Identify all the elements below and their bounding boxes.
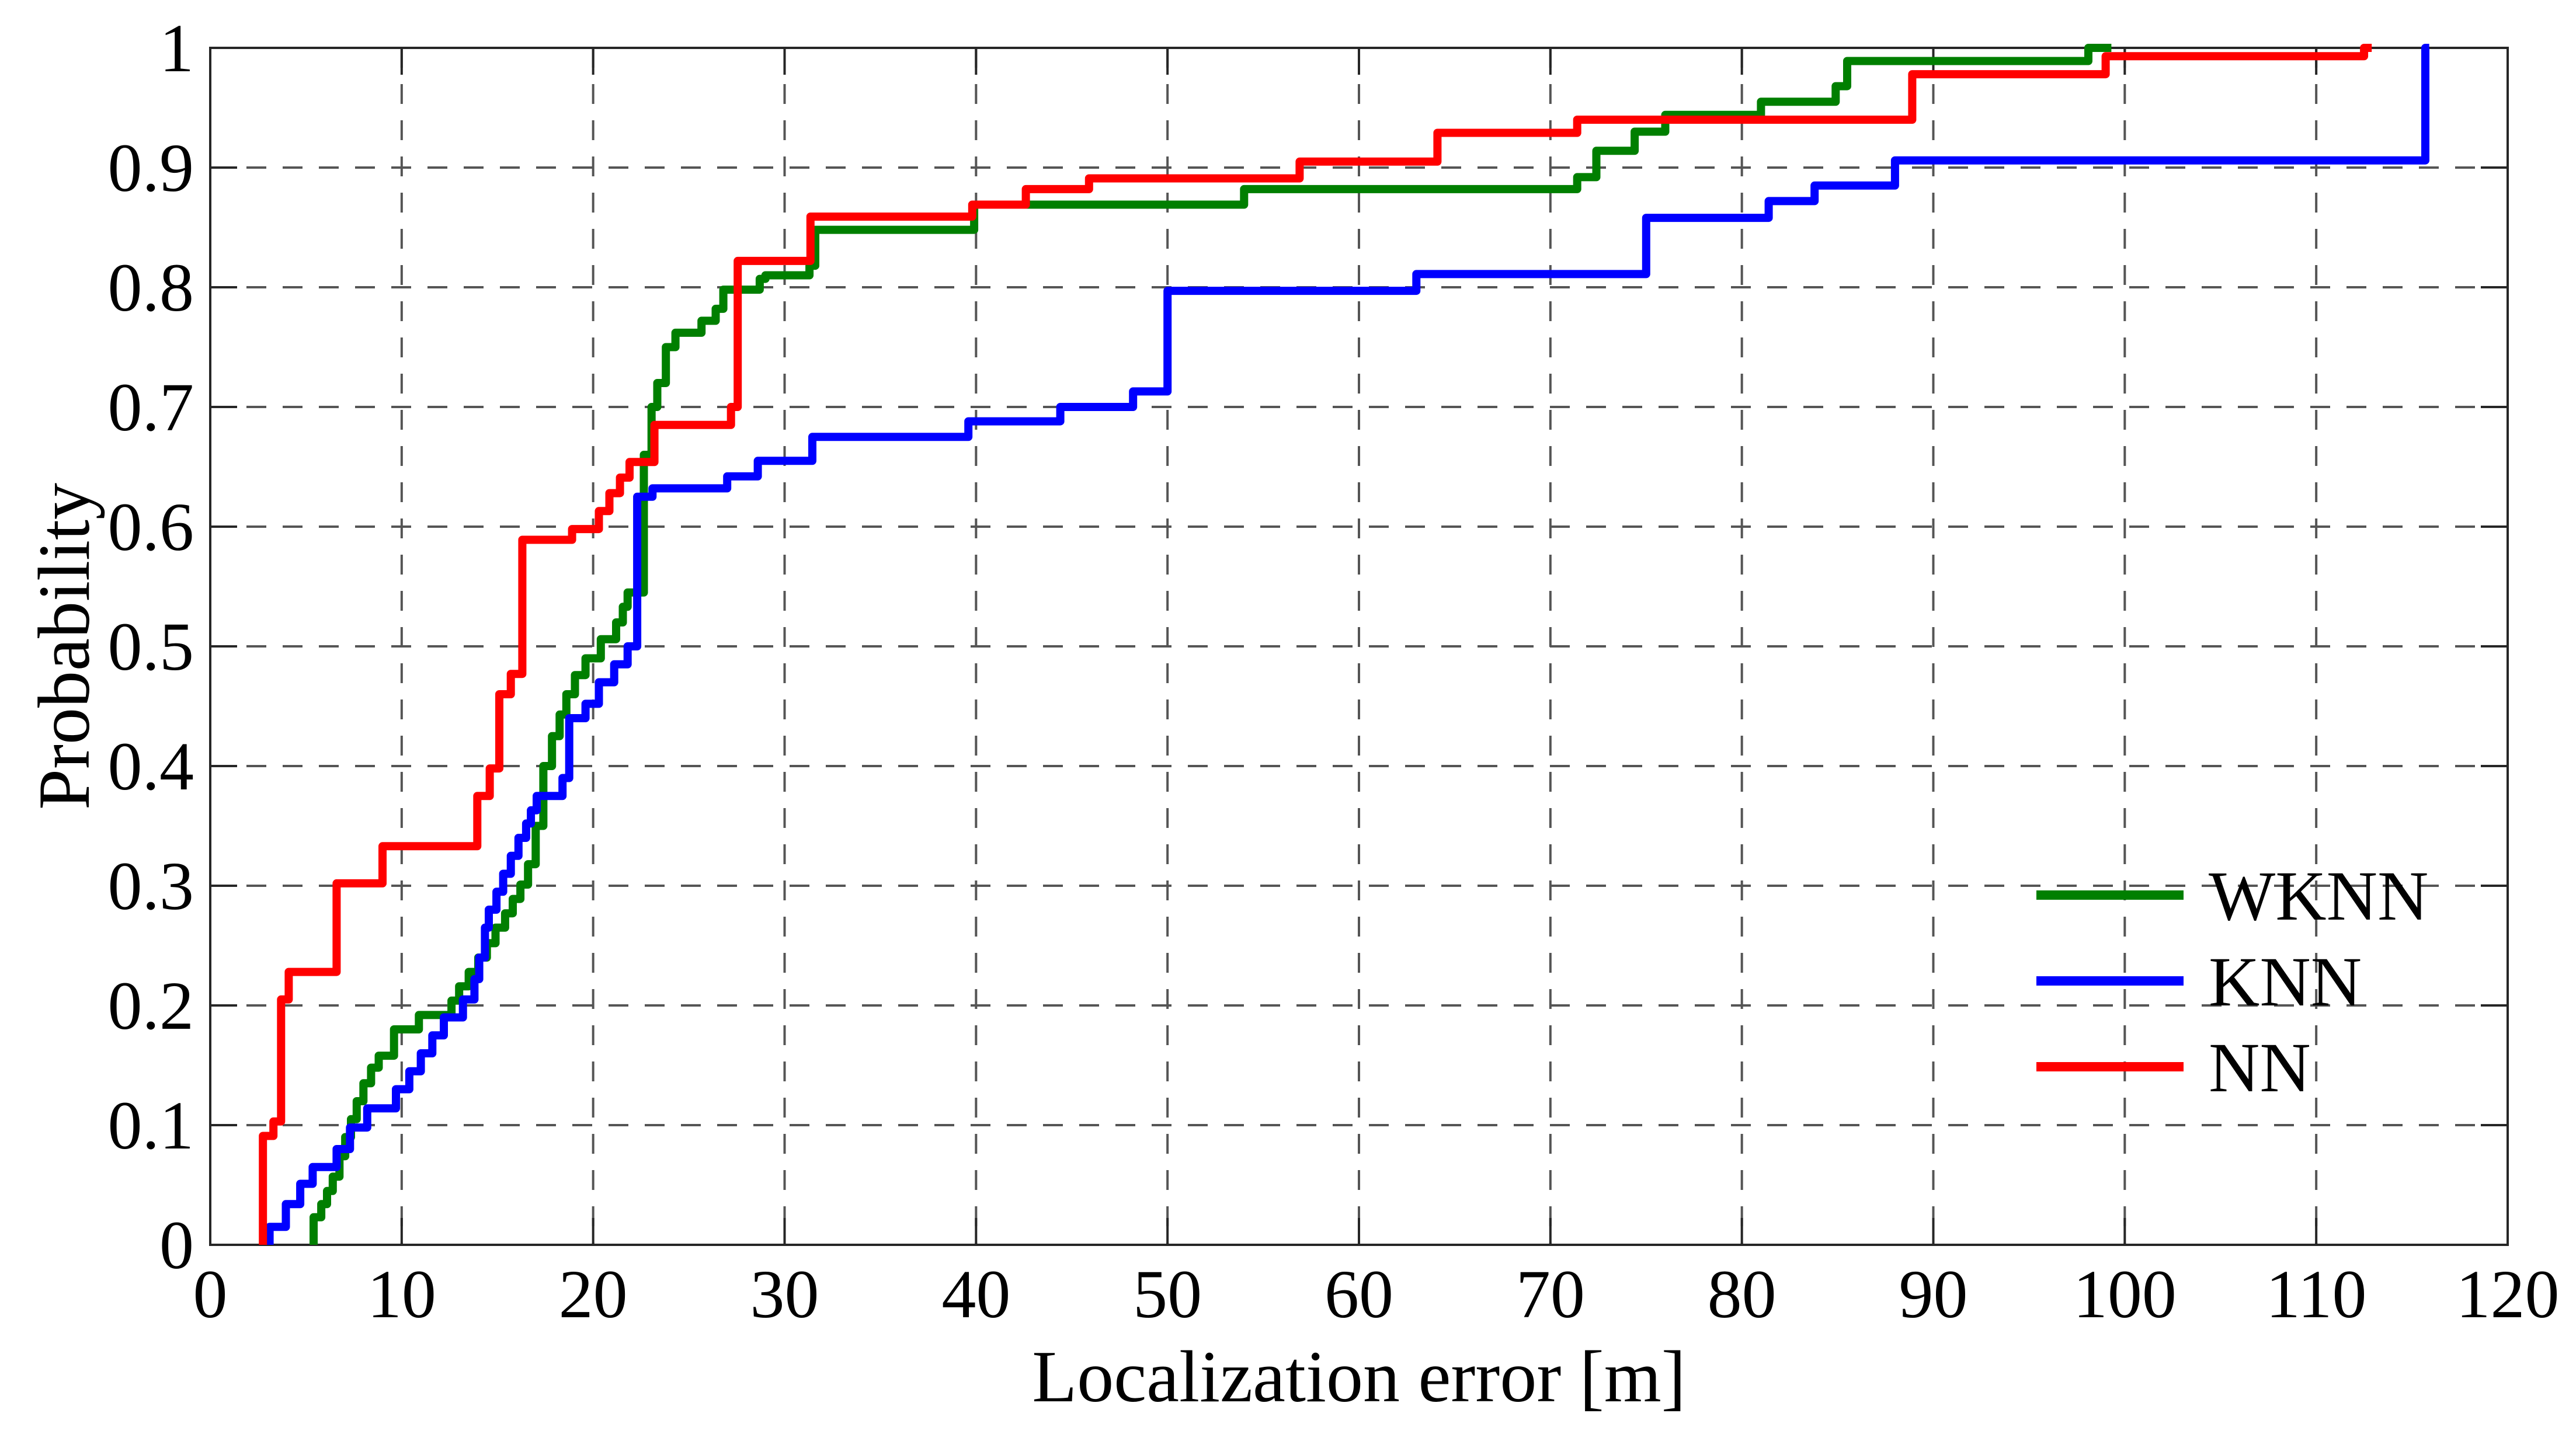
legend-item-knn: KNN (2036, 943, 2362, 1021)
y-tick-label: 0 (159, 1207, 194, 1283)
y-tick-label: 0.5 (108, 608, 194, 685)
x-tick-label: 30 (750, 1256, 819, 1332)
x-tick-label: 50 (1133, 1256, 1202, 1332)
series-line-wknn (310, 44, 2112, 1245)
legend-label-knn: KNN (2209, 943, 2362, 1021)
y-tick-label: 0.6 (108, 489, 194, 565)
legend-item-wknn: WKNN (2036, 857, 2428, 935)
legend-label-wknn: WKNN (2209, 857, 2428, 935)
y-tick-label: 0.9 (108, 130, 194, 206)
series-line-knn (265, 44, 2429, 1245)
x-tick-label: 60 (1324, 1256, 1393, 1332)
x-axis-title: Localization error [m] (1032, 1336, 1685, 1418)
x-tick-label: 90 (1899, 1256, 1968, 1332)
legend-label-nn: NN (2209, 1029, 2311, 1107)
y-tick-label: 0.8 (108, 249, 194, 326)
y-tick-label: 0.7 (108, 369, 194, 445)
x-tick-label: 40 (941, 1256, 1010, 1332)
x-tick-label: 80 (1708, 1256, 1777, 1332)
y-tick-label: 0.1 (108, 1087, 194, 1164)
y-axis-title: Probability (24, 483, 105, 810)
y-tick-label: 0.4 (108, 728, 194, 805)
x-tick-label: 20 (559, 1256, 628, 1332)
x-tick-label: 0 (193, 1256, 228, 1332)
x-tick-label: 70 (1516, 1256, 1585, 1332)
legend-item-nn: NN (2036, 1029, 2311, 1107)
y-tick-label: 0.2 (108, 967, 194, 1044)
x-tick-label: 10 (367, 1256, 436, 1332)
x-tick-label: 100 (2073, 1256, 2177, 1332)
x-tick-label: 110 (2266, 1256, 2367, 1332)
y-tick-label: 0.3 (108, 848, 194, 924)
x-tick-label: 120 (2456, 1256, 2560, 1332)
series-line-nn (259, 44, 2372, 1245)
y-tick-label: 1 (159, 10, 194, 86)
